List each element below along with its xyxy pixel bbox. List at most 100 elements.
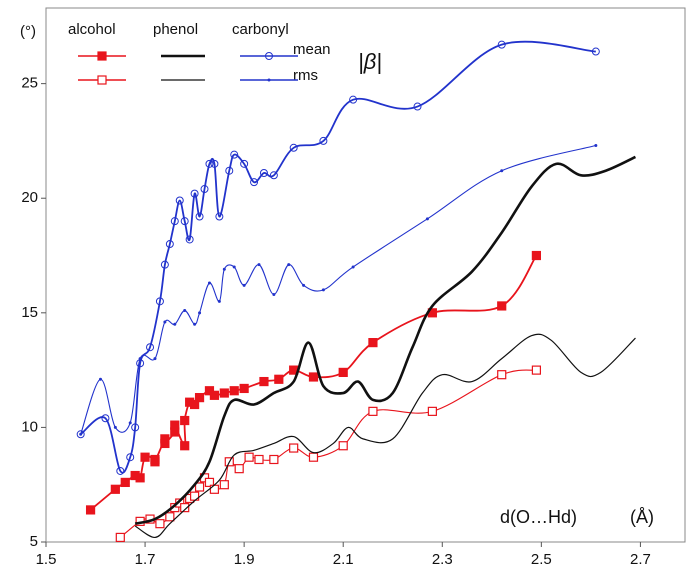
marker [497, 40, 506, 49]
marker [210, 159, 219, 168]
legend-marker [97, 51, 107, 61]
marker [115, 532, 125, 543]
marker [175, 196, 184, 205]
marker [165, 512, 175, 522]
marker [190, 399, 200, 410]
legend-symbol: |β| [358, 49, 382, 74]
marker [163, 320, 167, 324]
marker [594, 144, 598, 148]
marker [272, 292, 276, 296]
marker [153, 357, 157, 361]
x-tick-label: 1.5 [36, 551, 57, 568]
legend-label: carbonyl [232, 21, 289, 38]
marker [207, 281, 211, 285]
marker [257, 263, 261, 267]
marker [180, 217, 189, 226]
x-axis-label: d(O…Hd) [500, 507, 577, 527]
marker [131, 423, 140, 432]
marker [531, 365, 541, 375]
x-tick-label: 2.1 [333, 551, 354, 568]
marker [259, 376, 269, 387]
line [134, 333, 636, 539]
marker [321, 288, 325, 292]
y-tick-label: 25 [21, 75, 38, 92]
marker [140, 452, 150, 462]
marker [368, 338, 378, 348]
marker [215, 212, 224, 221]
marker [269, 171, 278, 180]
marker [155, 297, 164, 306]
marker [591, 47, 600, 56]
marker [274, 374, 284, 384]
marker [351, 265, 355, 269]
y-tick-label: 15 [21, 304, 38, 321]
marker [101, 414, 110, 423]
marker [368, 406, 378, 416]
marker [338, 441, 348, 451]
marker [204, 477, 215, 488]
x-tick-label: 2.5 [531, 551, 552, 568]
marker [185, 235, 194, 244]
marker [85, 505, 96, 515]
marker [225, 166, 234, 175]
marker [155, 519, 165, 529]
marker [269, 454, 279, 465]
marker [229, 386, 239, 396]
marker [239, 383, 249, 394]
marker [190, 189, 199, 198]
marker [497, 301, 507, 311]
x-tick-label: 1.9 [234, 551, 255, 568]
marker [110, 484, 120, 494]
marker [289, 443, 299, 453]
y-tick-label: 10 [21, 418, 38, 435]
marker [116, 466, 125, 475]
marker [531, 250, 541, 261]
marker [173, 322, 177, 326]
legend-marker [265, 52, 273, 60]
marker [198, 311, 202, 315]
marker [338, 367, 348, 378]
marker [240, 159, 249, 168]
y-axis-label: (°) [20, 23, 36, 40]
marker [250, 178, 259, 187]
marker [160, 438, 170, 449]
marker [222, 267, 226, 271]
marker [128, 421, 132, 425]
marker [244, 452, 254, 462]
x-tick-label: 2.3 [432, 551, 453, 568]
y-tick-label: 20 [21, 189, 38, 206]
marker [259, 169, 268, 178]
marker [209, 390, 220, 400]
marker [193, 322, 197, 326]
marker [200, 185, 209, 194]
marker [287, 263, 291, 267]
marker [254, 454, 264, 465]
plot-frame [45, 7, 686, 543]
legend-label: phenol [153, 21, 198, 38]
marker [217, 299, 221, 303]
legend-stat: rms [293, 67, 318, 84]
marker [308, 452, 319, 462]
marker [319, 136, 328, 145]
marker [170, 217, 179, 226]
x-tick-label: 2.7 [630, 551, 651, 568]
marker [150, 457, 160, 467]
legend-marker [97, 75, 107, 85]
marker [500, 169, 504, 173]
marker [183, 309, 187, 313]
marker [180, 503, 190, 513]
marker [413, 102, 422, 111]
marker [497, 370, 507, 380]
marker [234, 464, 244, 474]
marker [160, 260, 169, 269]
marker [427, 406, 437, 416]
marker [98, 377, 102, 381]
marker [194, 482, 205, 492]
marker [219, 480, 229, 490]
marker [79, 432, 83, 436]
marker [76, 430, 85, 439]
marker [170, 420, 180, 430]
marker [219, 388, 229, 398]
marker [165, 240, 174, 249]
